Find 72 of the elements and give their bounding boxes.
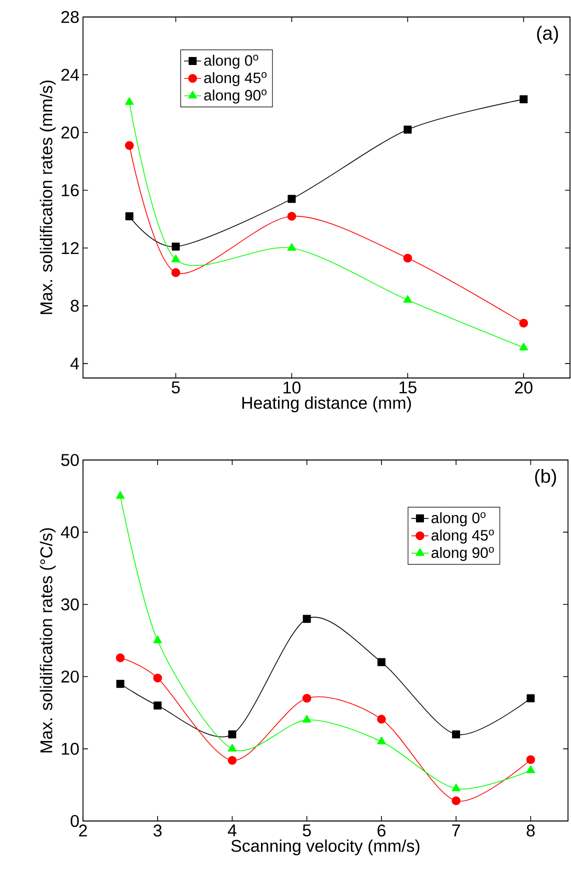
legend-label: along 90$^{o}$ — [204, 90, 267, 104]
point — [377, 714, 386, 724]
x-axis-title: Heating distance (mm) — [242, 396, 411, 412]
point — [228, 756, 237, 765]
point — [452, 796, 460, 806]
point — [124, 141, 134, 150]
y-tick-label: 20 — [61, 126, 79, 139]
point — [377, 658, 386, 666]
annotation: (a) — [537, 26, 558, 44]
point — [520, 95, 528, 104]
y-tick-label: 8 — [70, 300, 79, 312]
y-tick-label: 0 — [70, 814, 79, 828]
y-tick-label: 10 — [62, 742, 79, 755]
x-tick-label: 5 — [302, 824, 311, 836]
x-tick-label: 6 — [378, 824, 386, 837]
legend-label: along 45$^{o}$ — [204, 72, 267, 86]
point — [116, 680, 124, 688]
x-tick-label: 3 — [154, 824, 162, 837]
point — [228, 744, 237, 752]
point — [452, 784, 460, 792]
point — [404, 126, 412, 134]
y-tick-label: 28 — [61, 10, 79, 24]
x-tick-label: 20 — [515, 382, 532, 394]
point — [302, 714, 312, 723]
point — [526, 755, 536, 764]
point — [526, 765, 536, 774]
point — [172, 242, 180, 251]
y-tick-label: 16 — [62, 184, 79, 196]
x-tick-label: 10 — [284, 382, 301, 394]
y-axis-title: Max. solidification rates (mm/s) — [40, 80, 56, 314]
annotation: (b) — [535, 468, 556, 487]
legend-label: along 0$^{o}$ — [432, 512, 486, 526]
x-tick-label: 15 — [400, 382, 416, 394]
point — [125, 212, 134, 220]
point — [302, 694, 312, 703]
x-axis-title: Scanning velocity (mm/s) — [231, 839, 420, 856]
point — [153, 635, 162, 644]
point — [526, 694, 535, 702]
point — [228, 730, 236, 738]
legend-label: along 90$^{o}$ — [432, 546, 494, 561]
point — [287, 212, 296, 221]
point — [124, 97, 134, 105]
y-tick-label: 24 — [61, 68, 79, 81]
y-axis-title: Max. solidification rates (°C/s) — [40, 528, 56, 752]
x-tick-label: 7 — [452, 824, 460, 836]
point — [519, 342, 528, 350]
y-tick-label: 12 — [62, 242, 79, 254]
point — [153, 674, 162, 682]
x-tick-label: 2 — [79, 824, 87, 836]
legend-label: along 0$^{o}$ — [204, 54, 258, 69]
legend-label: along 45$^{o}$ — [432, 530, 494, 544]
y-tick-label: 50 — [61, 454, 79, 466]
x-tick-label: 5 — [172, 382, 180, 394]
y-tick-label: 4 — [70, 358, 79, 370]
point — [288, 194, 296, 203]
point — [287, 243, 296, 251]
y-tick-label: 40 — [60, 526, 79, 538]
point — [302, 614, 311, 623]
point — [519, 318, 528, 328]
point — [171, 268, 180, 277]
point — [377, 736, 386, 744]
point — [116, 653, 125, 662]
y-tick-label: 20 — [61, 670, 79, 683]
point — [154, 701, 162, 710]
y-tick-label: 30 — [61, 598, 79, 610]
x-tick-label: 8 — [526, 824, 535, 837]
point — [403, 254, 412, 263]
x-tick-label: 4 — [228, 824, 236, 836]
point — [403, 295, 412, 303]
point — [116, 491, 125, 499]
point — [171, 254, 180, 262]
point — [452, 730, 460, 738]
